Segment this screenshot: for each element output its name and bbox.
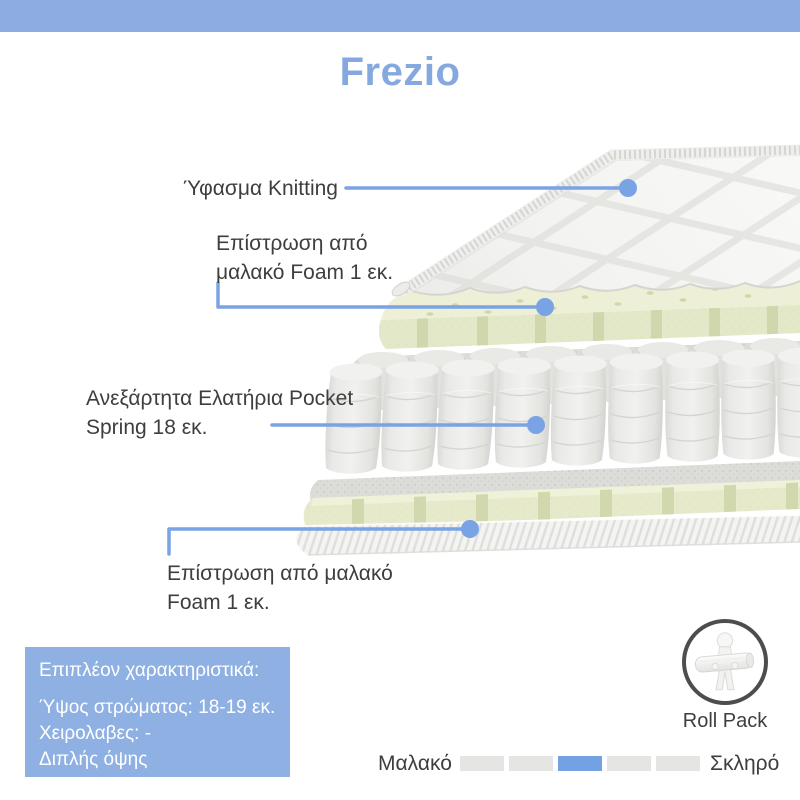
firmness-level-5 bbox=[656, 756, 700, 771]
features-panel-title: Επιπλέον χαρακτηριστικά: bbox=[39, 660, 260, 681]
firmness-level-1 bbox=[460, 756, 504, 771]
feature-item-double-sided: Διπλής όψης bbox=[39, 749, 148, 770]
firmness-level-2 bbox=[509, 756, 553, 771]
callout-text-line2: Spring 18 εκ. bbox=[86, 416, 208, 439]
callout-line-foam-top bbox=[216, 281, 547, 309]
callout-lines bbox=[167, 179, 637, 556]
roll-pack-icon bbox=[694, 632, 755, 691]
callout-label-knitting: Ύφασμα Knitting bbox=[183, 174, 338, 203]
spring-layer bbox=[322, 338, 800, 475]
features-panel: Επιπλέον χαρακτηριστικά: Ύψος στρώματος:… bbox=[25, 647, 290, 777]
feature-item-height: Ύψος στρώματος: 18-19 εκ. bbox=[39, 697, 276, 718]
callout-dot-foam-bottom bbox=[461, 520, 479, 538]
callout-label-foam-top: Επίστρωση από μαλακό Foam 1 εκ. bbox=[216, 229, 393, 287]
callout-text: Ύφασμα Knitting bbox=[183, 177, 338, 200]
firmness-soft-label: Μαλακό bbox=[378, 752, 452, 775]
roll-pack-badge bbox=[682, 619, 768, 705]
callout-dot-foam-top bbox=[536, 298, 554, 316]
callout-text-line1: Ανεξάρτητα Ελατήρια Pocket bbox=[86, 387, 354, 410]
firmness-levels bbox=[460, 756, 700, 771]
firmness-hard-label: Σκληρό bbox=[710, 752, 780, 775]
callout-line-foam-bottom bbox=[167, 527, 472, 556]
header-bar bbox=[0, 0, 800, 32]
firmness-level-4 bbox=[607, 756, 651, 771]
base-piping bbox=[296, 514, 800, 556]
feature-item-handles: Χειρολαβες: - bbox=[39, 723, 152, 744]
page-title: Frezio bbox=[339, 50, 461, 94]
roll-pack-label: Roll Pack bbox=[682, 710, 768, 732]
callout-text-line2: μαλακό Foam 1 εκ. bbox=[216, 261, 394, 284]
callout-text-line1: Επίστρωση από bbox=[216, 232, 368, 255]
foam-bottom-layer bbox=[303, 480, 800, 529]
felt-bottom-layer bbox=[310, 461, 800, 504]
callout-text-line1: Επίστρωση από μαλακό bbox=[167, 562, 393, 585]
firmness-level-3-active bbox=[558, 756, 602, 771]
callout-dot-knitting bbox=[619, 179, 637, 197]
callout-text-line2: Foam 1 εκ. bbox=[167, 591, 270, 614]
quilt-layer bbox=[391, 144, 800, 297]
callout-label-springs: Ανεξάρτητα Ελατήρια Pocket Spring 18 εκ. bbox=[86, 384, 353, 442]
callout-label-foam-bottom: Επίστρωση από μαλακό Foam 1 εκ. bbox=[167, 559, 393, 617]
callout-dot-springs bbox=[527, 416, 545, 434]
